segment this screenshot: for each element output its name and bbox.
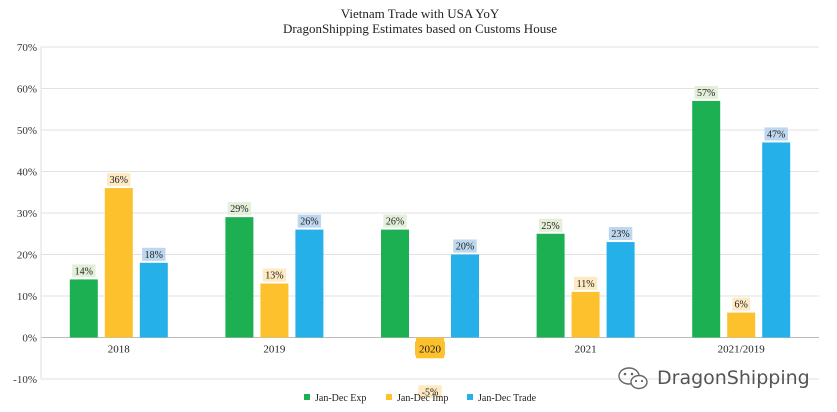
data-label-background	[297, 214, 322, 228]
legend-label: Jan-Dec Trade	[478, 393, 537, 404]
category-label: 2021/2019	[718, 344, 766, 356]
data-label: 13%	[265, 271, 283, 282]
y-tick-label: 0%	[22, 333, 37, 345]
category-label: 2020	[419, 344, 442, 356]
category-label: 2019	[263, 344, 286, 356]
bar	[571, 291, 600, 338]
data-label-background	[573, 276, 598, 290]
wechat-icon	[618, 367, 648, 390]
chart-title: Vietnam Trade with USA YoY	[341, 6, 500, 21]
legend: Jan-Dec Exp Jan-Dec Imp Jan-Dec Trade	[304, 393, 537, 404]
data-label: 23%	[611, 229, 629, 240]
watermark: DragonShipping	[618, 367, 810, 390]
data-label-background	[142, 247, 166, 261]
data-label: 29%	[230, 204, 248, 215]
legend-item: Jan-Dec Exp	[304, 393, 366, 404]
chart-subtitle: DragonShipping Estimates based on Custom…	[283, 21, 557, 36]
data-label: 26%	[386, 217, 404, 228]
bar	[727, 312, 756, 338]
data-label-background	[694, 85, 718, 99]
y-tick-label: 30%	[17, 208, 37, 220]
y-tick-label: 40%	[17, 167, 37, 179]
data-label-background	[383, 214, 407, 228]
data-label-background	[418, 385, 442, 399]
y-tick-label: 20%	[17, 250, 37, 262]
bars: 14% 36% 18% 29% 13% 26% 26% -5% 20% 25% 11% 23% 57% 6…	[69, 85, 791, 399]
data-label: 6%	[735, 300, 748, 311]
bar	[260, 283, 289, 338]
data-label: -5%	[422, 387, 439, 398]
grid	[41, 46, 819, 380]
data-label-background	[764, 127, 788, 141]
bar	[139, 262, 168, 338]
data-label-background	[538, 218, 563, 232]
legend-item: Jan-Dec Imp	[386, 393, 448, 404]
bar	[381, 229, 409, 338]
data-label: 14%	[75, 266, 93, 277]
data-label-background	[72, 264, 96, 278]
data-label: 36%	[110, 175, 128, 186]
data-label-background	[732, 297, 750, 311]
data-label: 20%	[456, 242, 474, 253]
legend-item: Jan-Dec Trade	[467, 393, 537, 404]
bar	[692, 100, 721, 338]
bar	[762, 142, 791, 338]
y-axis: -10% 0% 10% 20% 30% 40% 50% 60% 70%	[13, 42, 42, 386]
y-tick-label: 10%	[17, 291, 37, 303]
y-tick-label: 70%	[17, 42, 37, 54]
data-label: 25%	[541, 221, 559, 232]
category-label-background	[415, 341, 445, 356]
bar	[104, 188, 133, 338]
bar	[69, 279, 98, 338]
legend-label: Jan-Dec Exp	[315, 393, 366, 404]
category-labels: 2018 2019 2020 2021 2021/2019	[108, 341, 766, 356]
data-label: 47%	[767, 129, 785, 140]
data-label-background	[227, 202, 252, 216]
data-label: 57%	[697, 88, 715, 99]
data-label: 11%	[577, 279, 595, 290]
legend-swatch	[386, 394, 392, 400]
y-tick-label: 60%	[17, 84, 37, 96]
y-tick-label: -10%	[13, 374, 37, 386]
legend-label: Jan-Dec Imp	[397, 393, 448, 404]
legend-swatch	[467, 394, 473, 400]
category-label: 2018	[108, 344, 131, 356]
data-label-background	[107, 173, 131, 187]
y-tick-label: 50%	[17, 125, 37, 137]
data-label: 18%	[145, 250, 163, 261]
data-label-background	[453, 239, 477, 253]
data-label-background	[262, 268, 287, 282]
bar	[295, 229, 324, 338]
category-label: 2021	[575, 344, 597, 356]
legend-swatch	[304, 394, 310, 400]
data-label: 26%	[300, 217, 318, 228]
watermark-text: DragonShipping	[657, 367, 810, 389]
bar	[451, 254, 479, 338]
bar	[225, 217, 254, 338]
bar	[536, 233, 565, 338]
bar	[606, 242, 635, 338]
data-label-background	[608, 227, 633, 241]
